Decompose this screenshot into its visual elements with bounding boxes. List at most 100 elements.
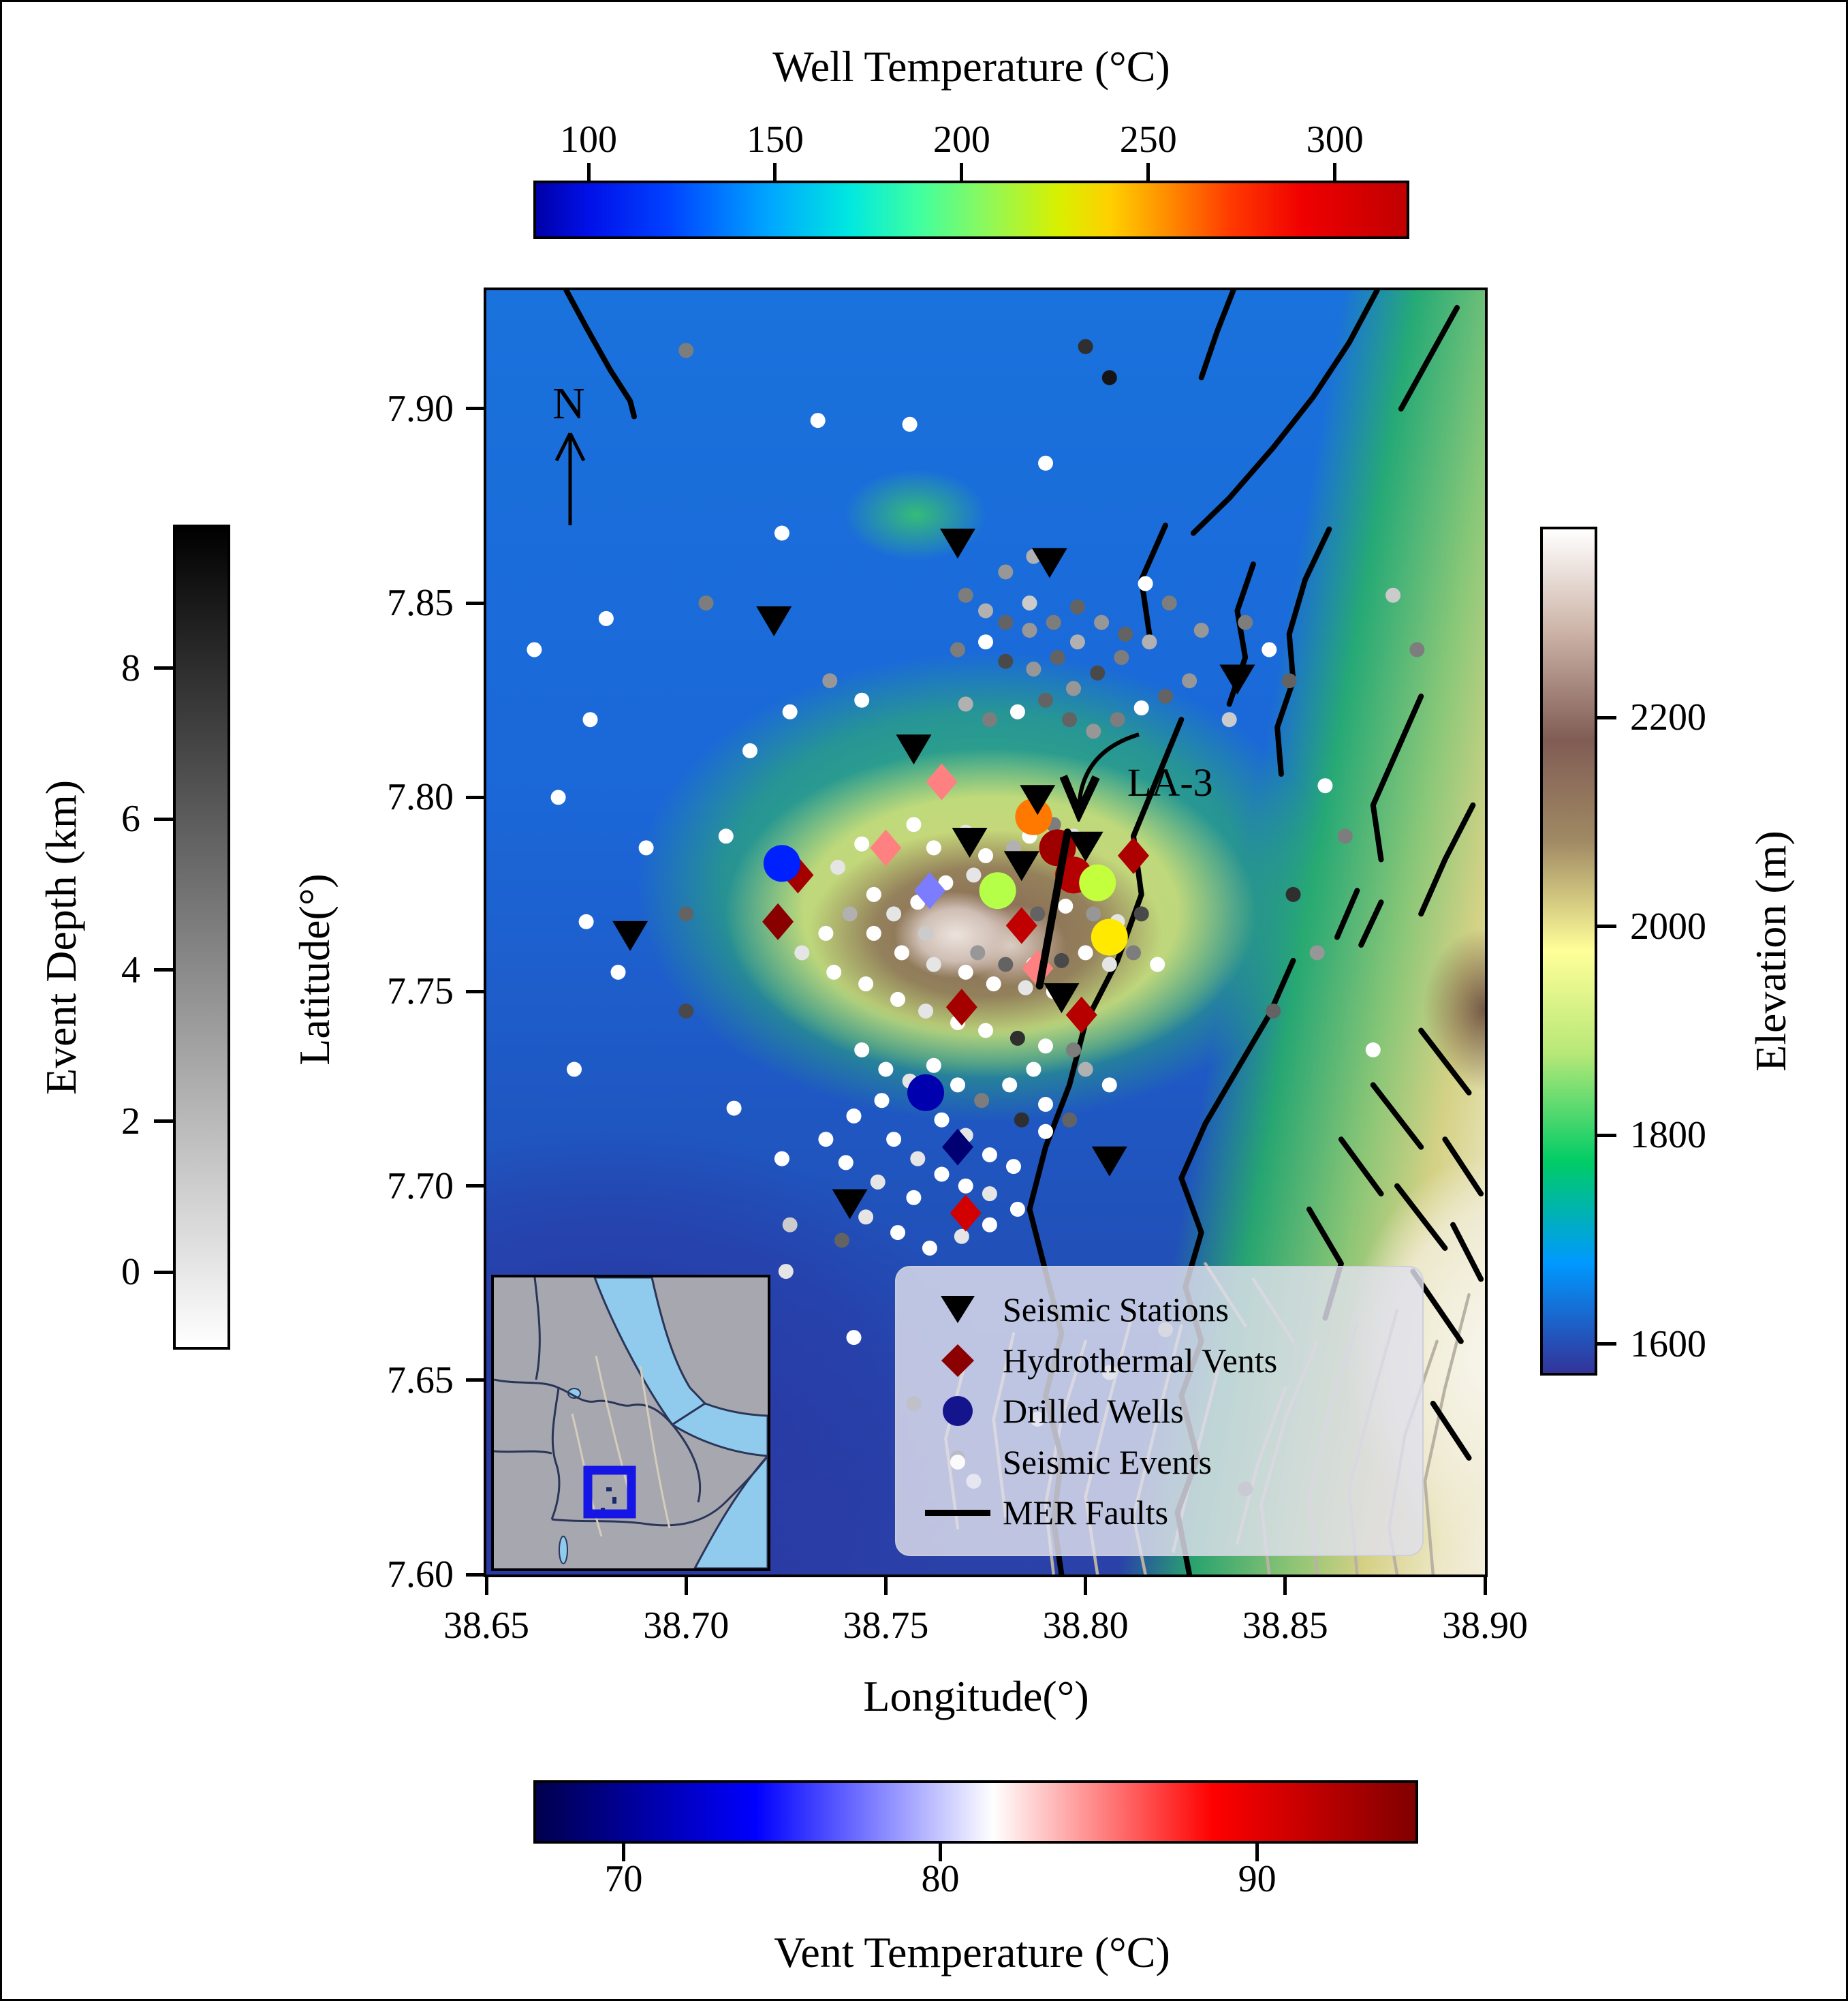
seismic-event-dot (610, 965, 626, 980)
mer-fault-line (1274, 526, 1332, 777)
event-depth-tick: 4 (121, 948, 140, 991)
seismic-event-dot (866, 886, 881, 902)
x-axis-tick-label: 38.65 (443, 1604, 529, 1647)
seismic-event-dot (902, 416, 918, 432)
seismic-event-dot (1110, 712, 1125, 728)
vent-marker (782, 856, 814, 894)
y-axis-tick-mark (466, 1184, 486, 1188)
seismic-event-dot (818, 1132, 834, 1147)
map-panel: LA-3 N (484, 288, 1488, 1577)
seismic-event-dot (926, 1057, 941, 1073)
x-axis-tick-mark (1084, 1575, 1088, 1595)
vent-marker (926, 763, 958, 801)
mer-fault-line (1358, 899, 1384, 948)
y-axis-tick-mark (466, 989, 486, 993)
seismic-event-dot (890, 991, 905, 1007)
vent-marker (941, 1128, 973, 1166)
station-marker (1091, 1146, 1127, 1177)
inset-study-area-box (583, 1465, 636, 1519)
x-axis-tick-mark (1283, 1575, 1287, 1595)
elevation-colorbar (1540, 527, 1597, 1376)
well-temperature-tick: 250 (1119, 119, 1177, 161)
seismic-event-dot (1309, 945, 1325, 961)
station-marker (952, 828, 988, 858)
vent-marker (1065, 996, 1097, 1034)
elevation-tick-mark (1597, 1342, 1616, 1346)
seismic-event-dot (1058, 899, 1074, 914)
seismic-event-dot (886, 906, 902, 922)
seismic-event-dot (826, 965, 842, 980)
elevation-colorbar-title: Elevation (m) (1747, 831, 1795, 1072)
seismic-event-dot (1193, 623, 1209, 638)
seismic-event-dot (1062, 1112, 1078, 1128)
event-depth-tick-mark (154, 817, 173, 821)
seismic-event-dot (1078, 945, 1093, 961)
elevation-tick: 1600 (1630, 1322, 1706, 1365)
seismic-event-dot (1038, 692, 1053, 708)
legend-item-station: Seismic Stations (913, 1285, 1406, 1334)
vent-marker (913, 872, 945, 910)
seismic-event-dot (926, 957, 941, 972)
seismic-event-dot (938, 875, 954, 890)
mer-fault-line (1190, 290, 1380, 536)
seismic-event-dot (1133, 906, 1149, 922)
mer-fault-line (1334, 888, 1360, 940)
elevation-tick: 2200 (1630, 696, 1706, 739)
well-temperature-tick-mark (1146, 163, 1150, 181)
vent-temperature-colorbar (533, 1780, 1418, 1844)
mer-fault-line (1370, 694, 1424, 863)
seismic-event-dot (1337, 828, 1353, 844)
seismic-event-dot (998, 615, 1014, 630)
vent-marker (870, 829, 902, 867)
station-marker (1003, 851, 1039, 882)
event-depth-tick-mark (154, 1270, 173, 1274)
seismic-event-dot (982, 1147, 997, 1162)
well-temperature-tick: 150 (746, 119, 804, 161)
seismic-event-dot (846, 1108, 862, 1123)
seismic-event-dot (934, 1166, 950, 1182)
station-marker (1067, 831, 1103, 862)
vent-temperature-tick-mark (939, 1844, 943, 1861)
legend-item-well: Drilled Wells (913, 1386, 1406, 1436)
legend-label: Drilled Wells (1003, 1392, 1184, 1430)
seismic-event-dot (1266, 1004, 1281, 1019)
seismic-event-dot (1262, 642, 1277, 657)
inset-country-borders (494, 1277, 768, 1527)
seismic-event-dot (527, 642, 542, 657)
seismic-event-dot (567, 1061, 582, 1077)
seismic-event-dot (922, 1240, 937, 1256)
seismic-event-dot (986, 976, 1001, 992)
event-icon (950, 1454, 965, 1470)
inset-lake-turkana (559, 1536, 568, 1564)
mer-fault-line (1418, 802, 1476, 917)
seismic-event-dot (1022, 623, 1037, 638)
vent-marker (945, 989, 977, 1026)
mer-fault-line (1418, 1027, 1472, 1096)
seismic-event-dot (950, 1077, 965, 1093)
vent-temperature-colorbar-title: Vent Temperature (°C) (774, 1928, 1170, 1976)
seismic-event-dot (598, 610, 614, 626)
seismic-event-dot (842, 906, 858, 922)
mer-fault-line (1398, 305, 1460, 412)
seismic-event-dot (918, 1004, 933, 1019)
seismic-event-dot (910, 1151, 926, 1166)
seismic-event-dot (854, 1042, 870, 1057)
seismic-event-dot (1006, 1159, 1021, 1175)
seismic-event-dot (890, 1225, 905, 1241)
y-axis-tick-label: 7.65 (387, 1359, 454, 1401)
seismic-event-dot (958, 965, 973, 980)
y-axis-tick-mark (466, 601, 486, 605)
seismic-event-dot (1069, 634, 1085, 650)
seismic-event-dot (1138, 576, 1153, 591)
seismic-event-dot (1038, 1123, 1053, 1139)
seismic-event-dot (1285, 886, 1301, 902)
station-marker (1020, 785, 1056, 816)
seismic-event-dot (1317, 778, 1333, 794)
seismic-event-dot (638, 840, 654, 856)
elevation-tick: 2000 (1630, 905, 1706, 948)
vent-marker (1117, 837, 1149, 874)
vent-marker (950, 1194, 982, 1232)
mer-fault-line (1430, 1401, 1472, 1461)
event-depth-colorbar-title: Event Depth (km) (37, 779, 85, 1096)
